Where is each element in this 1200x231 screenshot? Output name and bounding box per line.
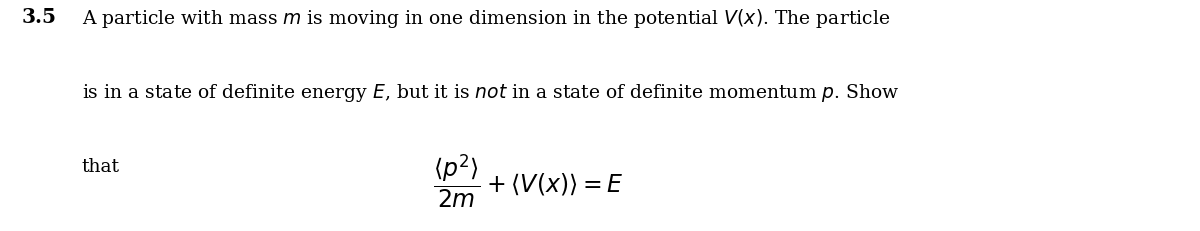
Text: A particle with mass $m$ is moving in one dimension in the potential $V(x)$. The: A particle with mass $m$ is moving in on… (82, 7, 890, 30)
Text: is in a state of definite energy $E$, but it is $\mathit{not}$ in a state of def: is in a state of definite energy $E$, bu… (82, 82, 899, 104)
Text: that: that (82, 158, 120, 176)
Text: 3.5: 3.5 (22, 7, 56, 27)
Text: $\dfrac{\langle p^2 \rangle}{2m} + \langle V(x) \rangle = E$: $\dfrac{\langle p^2 \rangle}{2m} + \lang… (433, 153, 623, 210)
